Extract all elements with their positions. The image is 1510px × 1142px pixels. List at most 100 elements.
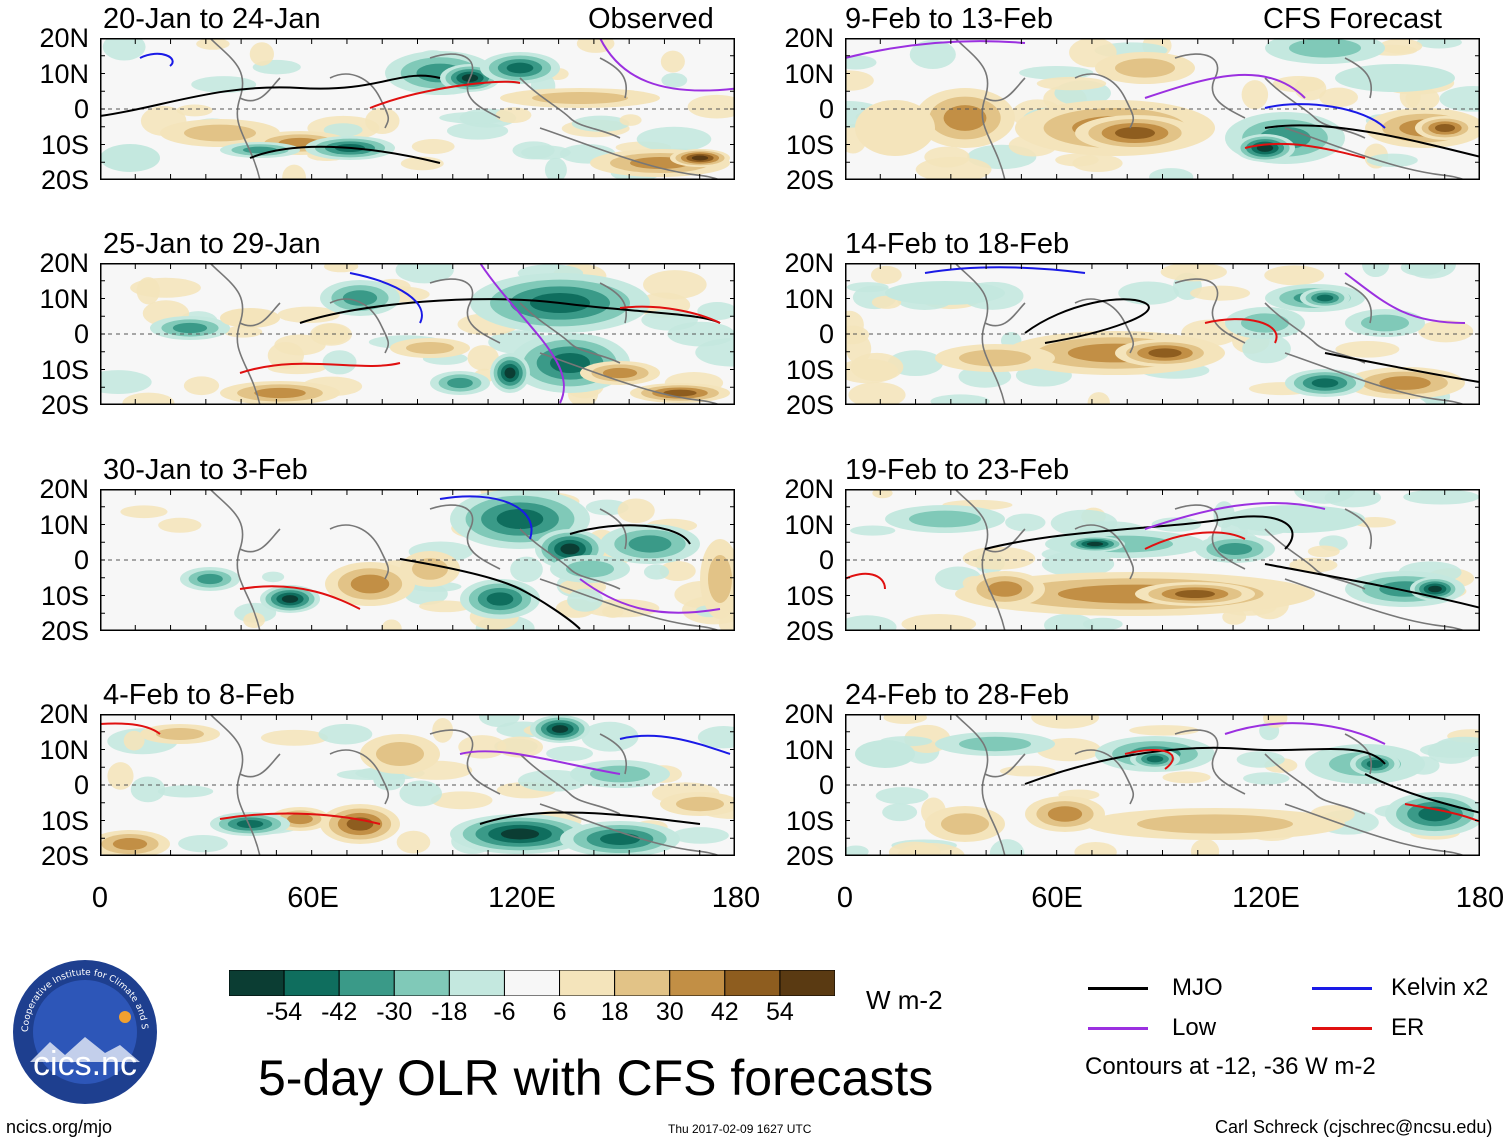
coastline	[239, 302, 281, 327]
coastline	[239, 528, 281, 553]
colorbar-tick-label: 42	[710, 998, 739, 1026]
wave-contour	[399, 558, 581, 630]
olr-anomaly-blob	[855, 100, 935, 156]
coastline	[1264, 528, 1366, 590]
colorbar-tick-label: 6	[552, 998, 567, 1026]
olr-anomaly-blob	[1316, 294, 1334, 302]
coastline	[519, 77, 621, 139]
olr-anomaly-blob	[628, 535, 672, 553]
coastline	[1074, 73, 1135, 129]
olr-anomaly-patch	[1041, 551, 1115, 577]
legend-line-er	[1312, 1027, 1372, 1030]
colorbar-tick-label: -30	[376, 998, 413, 1026]
lat-label: 0	[73, 94, 89, 124]
observed-label: Observed	[588, 3, 714, 35]
lat-label: 0	[73, 319, 89, 349]
olr-anomaly-patch	[850, 525, 896, 536]
coastline	[329, 298, 390, 354]
wave-contour	[479, 263, 565, 404]
legend-label-mjo: MJO	[1172, 974, 1223, 1001]
lat-label: 20N	[39, 248, 89, 278]
observed-map-panel-1	[100, 38, 735, 180]
coastline	[539, 803, 721, 856]
olr-anomaly-patch	[510, 556, 543, 583]
wave-contour	[924, 266, 1086, 274]
olr-anomaly-patch	[672, 827, 729, 844]
olr-anomaly-patch	[619, 114, 642, 126]
lat-label: 10N	[39, 734, 89, 765]
olr-anomaly-patch	[1074, 841, 1117, 856]
footer-url[interactable]: ncics.org/mjo	[6, 1117, 113, 1137]
olr-anomaly-blob	[676, 796, 724, 812]
olr-anomaly-blob	[708, 555, 732, 603]
olr-anomaly-patch	[617, 498, 655, 524]
olr-anomaly-patch	[845, 70, 874, 91]
olr-anomaly-blob	[172, 322, 208, 334]
olr-anomaly-blob	[281, 595, 299, 603]
coastline	[1174, 278, 1246, 344]
olr-anomaly-patch	[1241, 80, 1269, 110]
olr-anomaly-patch	[223, 326, 263, 338]
lat-label: 10S	[785, 805, 834, 836]
obs-panel-1-title: 20-Jan to 24-Jan	[103, 3, 321, 35]
wave-contour	[1324, 352, 1480, 384]
colorbar-tick-label: 54	[766, 998, 794, 1026]
olr-anomaly-blob	[1148, 348, 1182, 358]
olr-map	[845, 714, 1480, 856]
olr-anomaly-patch	[196, 38, 230, 50]
olr-anomaly-patch	[848, 382, 906, 405]
legend-label-kelvin: Kelvin x2	[1391, 974, 1489, 1001]
coastline	[1264, 77, 1366, 139]
olr-anomaly-patch	[1319, 87, 1358, 108]
lat-label: 20N	[784, 248, 834, 278]
fcst-panel-2-title: 14-Feb to 18-Feb	[845, 228, 1070, 260]
coastline	[239, 77, 281, 102]
wave-contour	[239, 362, 401, 374]
coastline	[429, 53, 501, 119]
lat-label: 20N	[39, 23, 89, 53]
olr-anomaly-blob	[506, 62, 534, 74]
olr-anomaly-patch	[882, 803, 918, 822]
olr-anomaly-blob	[1311, 378, 1339, 388]
lat-label: 20S	[40, 165, 89, 195]
coastline	[1174, 504, 1246, 570]
wave-contour	[369, 80, 521, 109]
olr-map	[100, 714, 735, 856]
coastline	[1284, 352, 1466, 405]
olr-anomaly-blob	[1361, 314, 1409, 332]
forecast-map-panel-3	[845, 489, 1480, 631]
wave-contour	[219, 812, 381, 825]
wave-contour	[599, 38, 735, 92]
olr-anomaly-patch	[381, 619, 402, 631]
coastline	[599, 282, 627, 324]
colorbar-tick-label: -42	[321, 998, 358, 1026]
colorbar	[228, 969, 836, 1001]
lat-label: 0	[818, 94, 834, 124]
colorbar-tick-label: -6	[493, 998, 516, 1026]
fcst-panel-3-title: 19-Feb to 23-Feb	[845, 454, 1070, 486]
olr-anomaly-patch	[1222, 609, 1247, 625]
olr-anomaly-patch	[1190, 285, 1251, 301]
olr-anomaly-patch	[697, 726, 735, 749]
olr-anomaly-blob	[236, 820, 264, 828]
wave-contour	[579, 578, 721, 614]
olr-anomaly-patch	[567, 588, 603, 612]
logo-text: cics.nc	[33, 1045, 137, 1083]
obs-panel-2-title: 25-Jan to 29-Jan	[103, 228, 321, 260]
fcst-lon-label-120e: 120E	[1232, 882, 1300, 914]
coastline	[984, 753, 1026, 778]
fcst-panel-4-title: 24-Feb to 28-Feb	[845, 679, 1070, 711]
coastline	[1284, 127, 1466, 180]
lat-label: 20N	[784, 23, 834, 53]
coastline	[1344, 282, 1372, 324]
olr-anomaly-patch	[845, 615, 897, 631]
coastline	[329, 749, 390, 805]
colorbar-swatch	[559, 969, 616, 997]
observed-map-panel-4	[100, 714, 735, 856]
olr-map	[845, 489, 1480, 631]
olr-anomaly-blob	[566, 560, 614, 578]
forecast-map-panel-1	[845, 38, 1480, 180]
olr-anomaly-patch	[419, 600, 472, 613]
olr-anomaly-blob	[551, 725, 569, 733]
olr-anomaly-patch	[1439, 85, 1480, 112]
